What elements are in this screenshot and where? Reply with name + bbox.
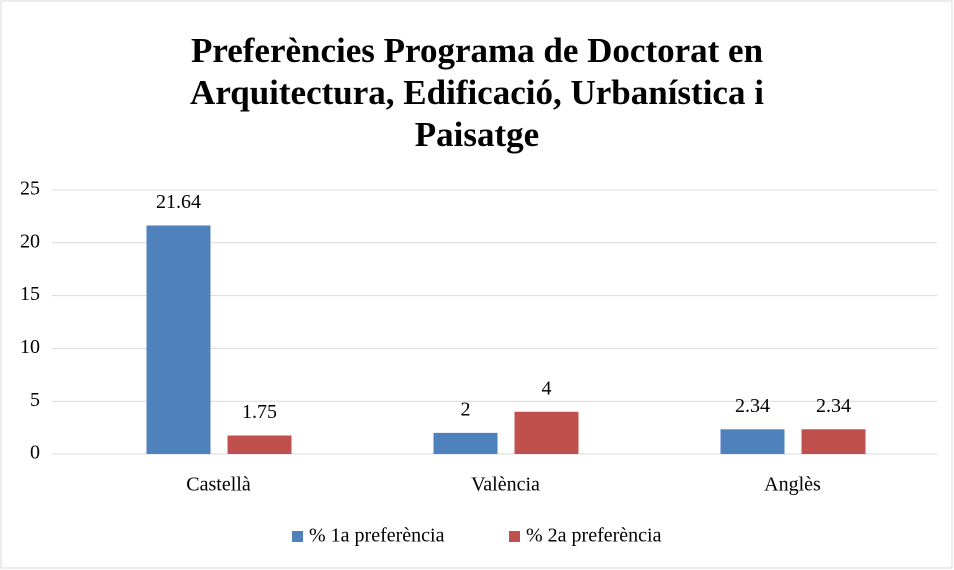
y-tick-label: 5 xyxy=(30,389,40,411)
y-tick-label: 10 xyxy=(20,336,40,358)
bar xyxy=(433,432,498,454)
data-label: 2.34 xyxy=(735,395,770,417)
data-label: 4 xyxy=(542,377,552,399)
x-tick-label: Castellà xyxy=(186,474,251,496)
bar xyxy=(227,435,292,454)
data-label: 1.75 xyxy=(242,401,277,423)
bar xyxy=(801,429,866,454)
legend-label: % 1a preferència xyxy=(309,525,445,547)
x-tick-label: Anglès xyxy=(764,474,821,496)
chart-title: Preferències Programa de Doctorat en Arq… xyxy=(190,31,764,154)
y-tick-label: 25 xyxy=(20,178,40,200)
bar xyxy=(514,411,579,454)
legend-label: % 2a preferència xyxy=(526,525,662,547)
data-label: 2.34 xyxy=(816,395,851,417)
data-label: 21.64 xyxy=(156,191,201,213)
y-tick-label: 0 xyxy=(30,442,40,464)
legend-swatch xyxy=(292,531,303,542)
y-tick-label: 20 xyxy=(20,230,40,252)
y-tick-label: 15 xyxy=(20,283,40,305)
x-tick-label: València xyxy=(471,474,540,496)
bar xyxy=(720,429,785,454)
data-label: 2 xyxy=(461,398,471,420)
legend-swatch xyxy=(509,531,520,542)
bar xyxy=(146,225,211,454)
